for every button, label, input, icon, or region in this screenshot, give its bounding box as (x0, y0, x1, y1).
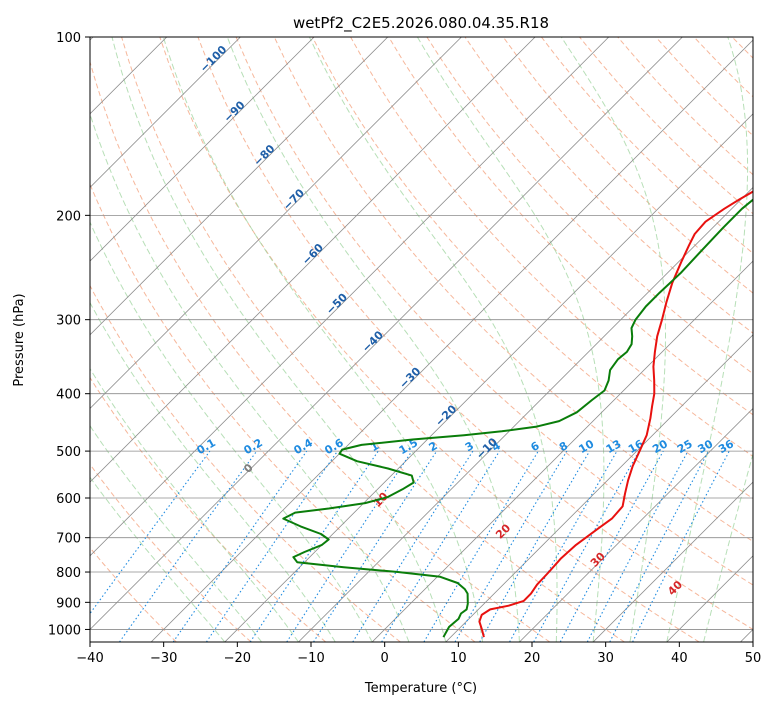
y-tick-label: 200 (56, 209, 81, 224)
profile-lines (282, 190, 753, 638)
moist-adiabat-line (308, 37, 558, 642)
dry-adiabat-line (90, 376, 327, 642)
moist-adiabat-line (416, 37, 605, 642)
y-tick-label: 600 (56, 492, 81, 507)
dry-adiabat-line (121, 37, 625, 642)
isotherm-line (445, 334, 753, 642)
moist-adiabat-line (666, 37, 749, 642)
isotherm-line (90, 37, 610, 557)
mixing-ratio-line (533, 450, 640, 642)
isotherm-line (90, 37, 389, 336)
moist-adiabat-line (162, 37, 484, 642)
moist-adiabat-line (90, 220, 373, 642)
dry-adiabat-line (90, 182, 476, 642)
isotherm-line (298, 186, 753, 642)
y-axis-label: Pressure (hPa) (12, 293, 27, 386)
x-tick-label: 10 (450, 651, 467, 666)
mixing-ratio-line (249, 450, 379, 642)
dry-adiabat-line (502, 37, 753, 294)
y-tick-label: 500 (56, 445, 81, 460)
isotherm-line (90, 37, 683, 631)
x-axis: −40 −30 −20 −10 0 10 20 30 40 50 (76, 642, 761, 666)
x-tick-label: 0 (381, 651, 389, 666)
dry-adiabat-line (311, 37, 753, 500)
y-tick-label: 300 (56, 314, 81, 329)
moist-adiabat-line (111, 37, 447, 642)
y-tick-label: 900 (56, 596, 81, 611)
x-axis-label: Temperature (°C) (364, 681, 477, 696)
x-tick-label: 50 (745, 651, 762, 666)
x-tick-label: −40 (76, 651, 103, 666)
mixing-ratio-line (90, 450, 211, 615)
mixing-ratio-line (352, 450, 474, 642)
isotherm-line (90, 37, 462, 410)
mixing-ratio-line (381, 450, 500, 642)
dry-adiabat-line (90, 463, 252, 642)
moist-adiabat-line (90, 301, 336, 642)
mixing-ratio-line (172, 450, 308, 642)
mixing-ratio-line (559, 450, 664, 642)
temperature-profile-line (478, 190, 753, 638)
x-tick-label: 30 (597, 651, 614, 666)
moist-adiabat-line (90, 112, 410, 642)
isotherm-line (371, 260, 753, 642)
isotherm-line (90, 37, 315, 262)
dry-adiabat-line (388, 37, 753, 416)
dry-adiabat-line (90, 60, 551, 642)
mixing-ratio-line (632, 450, 730, 642)
dry-adiabat-line (235, 37, 753, 586)
isotherm-line (90, 37, 536, 483)
isotherm-line (519, 407, 753, 642)
y-tick-label: 100 (56, 31, 81, 46)
x-tick-label: −10 (297, 651, 324, 666)
dry-adiabat-line (426, 37, 753, 375)
isotherm-line (592, 481, 753, 642)
mixing-ratio-line (313, 450, 438, 642)
x-tick-label: −20 (224, 651, 251, 666)
x-tick-label: −30 (150, 651, 177, 666)
moist-adiabat-line (90, 476, 226, 642)
moist-adiabat-line (90, 367, 299, 642)
dry-adiabat-line (197, 37, 753, 630)
isotherm-line (150, 39, 753, 642)
background-lines (90, 37, 753, 642)
y-axis: 1000 900 800 700 600 500 400 300 200 100 (48, 31, 90, 638)
x-tick-label: 40 (671, 651, 688, 666)
y-tick-label: 800 (56, 566, 81, 581)
isotherm-line (90, 37, 241, 189)
moist-adiabat-line (90, 424, 262, 642)
y-tick-label: 400 (56, 388, 81, 403)
y-tick-label: 1000 (48, 623, 81, 638)
mixing-ratio-line (205, 450, 338, 642)
dry-adiabat-line (90, 546, 177, 642)
y-tick-label: 700 (56, 532, 81, 547)
plot-frame (89, 36, 754, 643)
moist-adiabat-line (560, 37, 666, 642)
moist-adiabat-line (226, 37, 520, 642)
chart-title: wetPf2_C2E5.2026.080.04.35.R18 (293, 14, 549, 33)
mixing-ratio-line (119, 450, 258, 642)
dewpoint-profile-line (282, 198, 753, 638)
dry-adiabat-line (159, 37, 700, 642)
mixing-ratio-line (509, 450, 618, 642)
x-tick-label: 20 (524, 651, 541, 666)
mixing-ratio-line (286, 450, 413, 642)
